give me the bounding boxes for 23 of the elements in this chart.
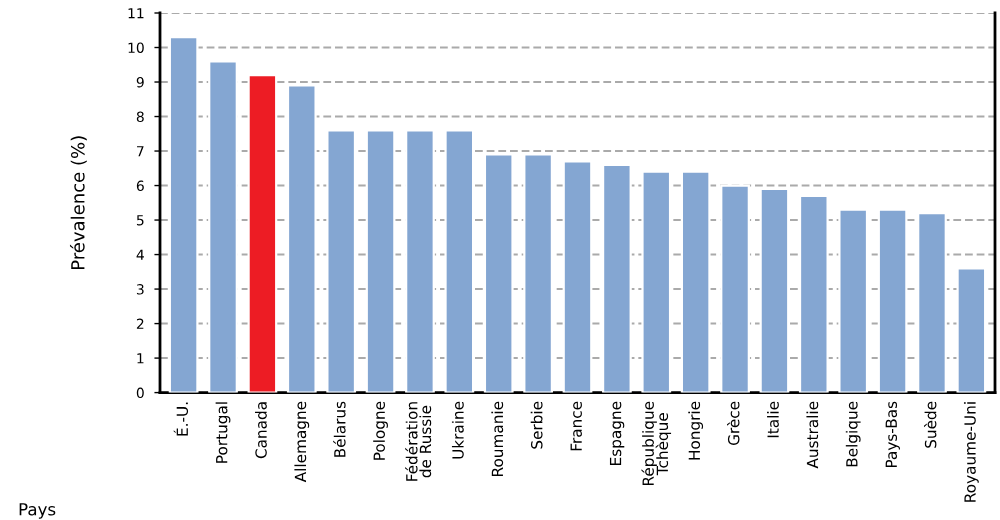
bar	[601, 163, 632, 393]
bar	[405, 129, 435, 393]
bar	[680, 170, 711, 393]
x-axis-title: Pays	[19, 503, 56, 519]
bar	[877, 208, 908, 393]
bar	[798, 194, 829, 393]
bar	[286, 84, 317, 393]
bar	[720, 184, 750, 393]
bar	[483, 153, 514, 393]
bar	[759, 187, 790, 393]
bar	[956, 267, 987, 393]
bar	[562, 160, 593, 393]
bar	[326, 129, 357, 393]
bar	[365, 129, 396, 393]
bar	[523, 153, 554, 393]
bar	[208, 60, 238, 393]
bar	[641, 170, 672, 393]
y-axis-title: Prévalence (%)	[69, 136, 87, 270]
bar	[444, 129, 475, 393]
bar	[838, 208, 869, 393]
bar	[168, 36, 199, 393]
bar	[247, 74, 278, 393]
bar	[917, 212, 947, 393]
